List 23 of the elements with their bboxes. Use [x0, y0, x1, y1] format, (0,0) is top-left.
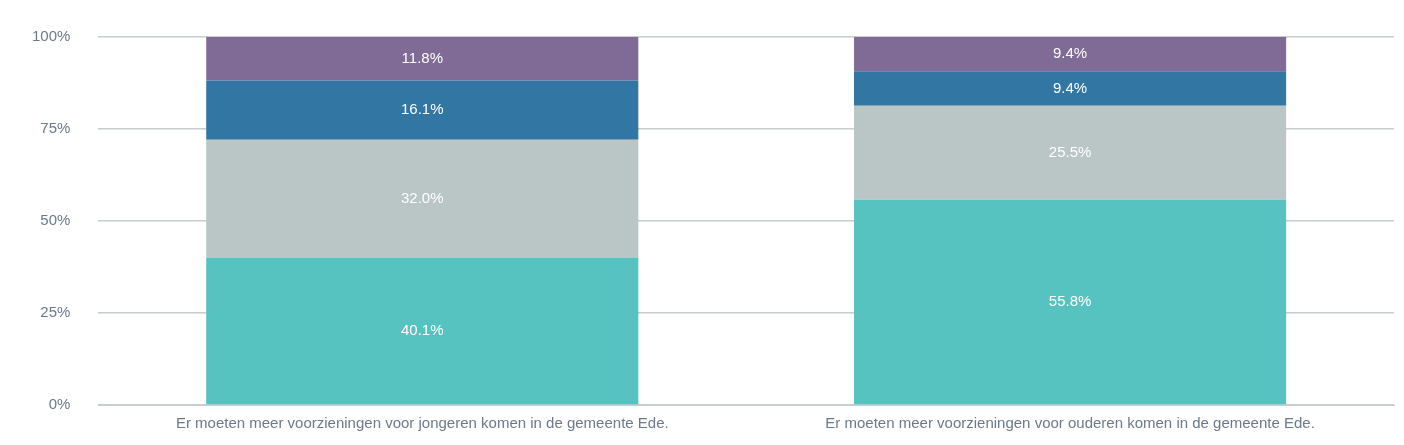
- x-tick-label: Er moeten meer voorzieningen voor ouderen komen in de gemeente Ede.: [825, 414, 1315, 432]
- data-label: 11.8%: [401, 48, 443, 66]
- y-tick-label: 50%: [40, 211, 71, 229]
- data-label: 9.4%: [1052, 78, 1088, 96]
- y-tick-label: 0%: [48, 395, 71, 413]
- data-label: 40.1%: [401, 320, 444, 338]
- data-label: 9.4%: [1052, 44, 1088, 62]
- bar: [854, 105, 1287, 200]
- bar: [206, 139, 639, 258]
- bar: [206, 257, 639, 405]
- bar: [854, 71, 1287, 106]
- bar: [206, 80, 639, 140]
- bar: [206, 37, 639, 81]
- y-tick-label: 75%: [40, 119, 71, 137]
- data-label: 16.1%: [401, 100, 444, 118]
- data-label: 32.0%: [401, 188, 444, 206]
- y-tick-label: 100%: [31, 27, 71, 45]
- bar: [854, 199, 1287, 405]
- x-tick-label: Er moeten meer voorzieningen voor jongeren komen in de gemeente Ede.: [175, 414, 669, 432]
- data-label: 55.8%: [1048, 292, 1092, 310]
- data-label: 25.5%: [1048, 142, 1092, 160]
- bar: [854, 37, 1287, 72]
- y-tick-label: 25%: [40, 303, 71, 321]
